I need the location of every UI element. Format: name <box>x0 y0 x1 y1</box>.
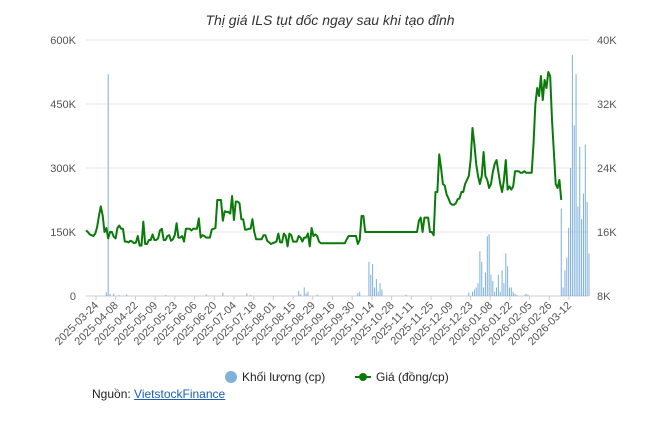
volume-bar <box>505 253 507 296</box>
volume-bar <box>562 287 564 296</box>
volume-bar <box>523 295 525 296</box>
volume-bar <box>250 295 252 296</box>
volume-bar <box>370 274 372 296</box>
volume-bar <box>510 287 512 296</box>
volume-bar <box>357 293 359 296</box>
y-right-tick-label: 24K <box>597 163 617 175</box>
volume-bar <box>514 293 516 296</box>
volume-bar <box>507 266 509 296</box>
volume-bars <box>105 54 590 296</box>
volume-bar <box>481 261 483 296</box>
volume-bar <box>379 283 381 296</box>
volume-bar <box>468 292 470 296</box>
volume-bar <box>246 293 248 296</box>
volume-bar <box>503 283 505 296</box>
volume-bar <box>471 291 474 296</box>
volume-bar <box>490 274 492 296</box>
volume-bar <box>488 234 490 296</box>
volume-bar <box>372 264 374 296</box>
legend-price-label[interactable]: Giá (đồng/cp) <box>376 370 449 384</box>
volume-bar <box>496 287 498 296</box>
volume-bar <box>571 54 573 296</box>
source-label: Nguồn: <box>92 387 131 401</box>
volume-bar <box>473 289 475 296</box>
volume-bar <box>107 74 109 296</box>
y-right-tick-label: 16K <box>597 227 617 239</box>
volume-bar <box>575 74 577 296</box>
volume-bar <box>579 146 581 296</box>
volume-bar <box>222 292 224 296</box>
volume-bar <box>205 294 207 296</box>
volume-bar <box>501 270 503 296</box>
price-line <box>85 71 563 248</box>
volume-bar <box>405 294 407 296</box>
y-left-tick-label: 0 <box>70 291 76 303</box>
legend-price-icon <box>359 373 367 381</box>
volume-bar <box>303 287 305 296</box>
volume-bar <box>359 291 361 296</box>
volume-bar <box>584 144 586 296</box>
volume-bar <box>486 236 488 296</box>
volume-bar <box>494 291 496 296</box>
volume-bar <box>577 206 579 296</box>
y-left-tick-label: 450K <box>50 99 76 111</box>
volume-bar <box>525 293 527 296</box>
volume-bar <box>497 274 499 296</box>
volume-bar <box>492 281 494 296</box>
volume-bar <box>568 227 570 296</box>
volume-bar <box>316 294 318 296</box>
volume-bar <box>109 293 111 296</box>
volume-bar <box>581 219 583 296</box>
grid-lines <box>86 39 589 297</box>
volume-bar <box>527 294 529 296</box>
y-left-tick-label: 300K <box>50 163 76 175</box>
legend-volume-icon <box>225 371 237 383</box>
y-right-tick-label: 32K <box>597 99 617 111</box>
y-left-tick-label: 150K <box>50 227 76 239</box>
volume-bar <box>573 125 575 296</box>
legend[interactable]: Khối lượng (cp) Giá (đồng/cp) <box>225 370 449 384</box>
volume-bar <box>305 293 307 296</box>
volume-bar <box>560 208 562 296</box>
volume-bar <box>105 292 107 296</box>
chart-title: Thị giá ILS tụt dốc ngay sau khi tạo đỉn… <box>205 12 455 28</box>
volume-bar <box>483 287 485 296</box>
volume-bar <box>569 168 572 296</box>
volume-bar <box>118 295 120 296</box>
volume-bar <box>499 291 501 296</box>
volume-bar <box>381 289 383 296</box>
volume-bar <box>298 290 300 296</box>
volume-bar <box>479 251 481 296</box>
volume-bar <box>165 295 167 296</box>
volume-bar <box>566 257 568 296</box>
source-link[interactable]: VietstockFinance <box>134 387 226 401</box>
volume-bar <box>516 295 518 296</box>
volume-bar <box>113 293 115 296</box>
volume-bar <box>484 272 486 296</box>
volume-bar <box>307 291 309 296</box>
price-line-group <box>85 71 563 248</box>
volume-bar <box>475 287 477 296</box>
source-note: Nguồn: VietstockFinance <box>92 387 225 401</box>
volume-bar <box>477 283 479 296</box>
volume-bar <box>564 270 566 296</box>
y-right-tick-label: 40K <box>597 35 617 47</box>
volume-bar <box>588 253 590 296</box>
volume-bar <box>373 287 375 296</box>
volume-bar <box>586 202 588 296</box>
volume-bar <box>582 193 584 296</box>
volume-bar <box>377 291 379 296</box>
volume-bar <box>508 287 510 296</box>
volume-bar <box>300 294 302 296</box>
volume-bar <box>512 291 514 296</box>
y-left-tick-label: 600K <box>50 35 76 47</box>
volume-bar <box>126 294 128 296</box>
volume-bar <box>375 278 377 296</box>
volume-bar <box>368 261 370 296</box>
legend-volume-label[interactable]: Khối lượng (cp) <box>242 370 325 384</box>
y-right-tick-label: 8K <box>597 291 611 303</box>
